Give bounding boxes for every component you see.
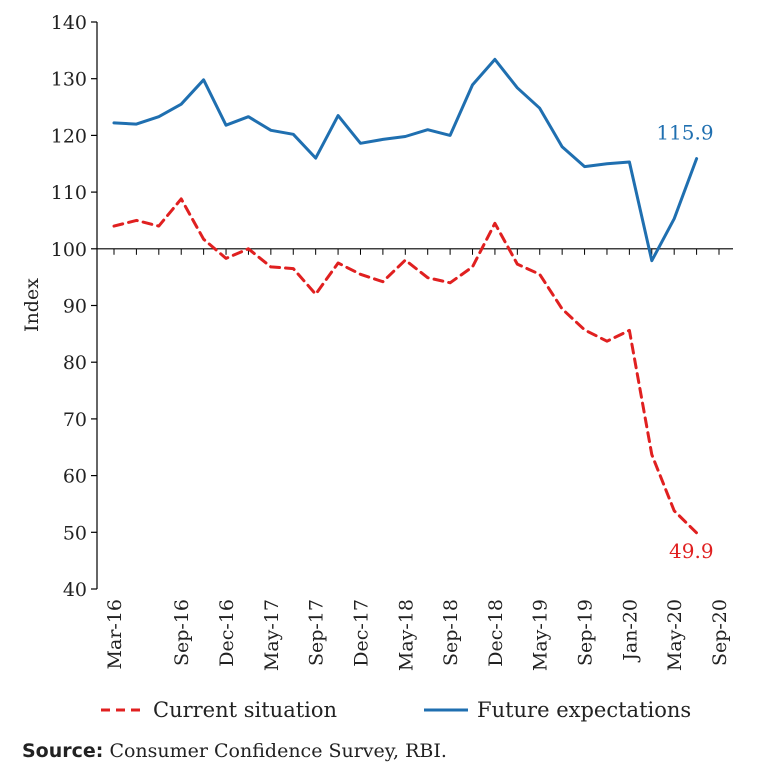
source-note: Source: Consumer Confidence Survey, RBI. bbox=[22, 740, 447, 762]
x-tick-label: Dec-16 bbox=[216, 599, 238, 667]
x-tick-label: Sep-19 bbox=[575, 599, 597, 666]
y-tick-label: 140 bbox=[51, 12, 87, 34]
y-tick-label: 70 bbox=[63, 409, 87, 431]
y-tick-label: 60 bbox=[63, 466, 87, 488]
x-tick-label: Sep-17 bbox=[306, 599, 328, 666]
x-tick-label: Dec-18 bbox=[485, 599, 507, 667]
y-tick-label: 120 bbox=[51, 125, 87, 147]
x-tick-label: Dec-17 bbox=[350, 599, 372, 667]
x-tick-label: May-20 bbox=[664, 599, 686, 671]
x-tick-label: Sep-16 bbox=[171, 599, 193, 666]
y-tick-label: 100 bbox=[51, 239, 87, 261]
legend-future-label: Future expectations bbox=[477, 698, 691, 722]
y-tick-label: 50 bbox=[63, 522, 87, 544]
x-tick-label: May-19 bbox=[530, 599, 552, 671]
legend-current-label: Current situation bbox=[153, 698, 337, 722]
annotations-layer: 115.9 49.9 bbox=[656, 121, 713, 563]
series-line-future-expectations bbox=[112, 57, 699, 263]
y-tick-label: 90 bbox=[63, 296, 87, 318]
source-label: Source: bbox=[22, 740, 104, 762]
x-tick-label: Jan-20 bbox=[619, 599, 641, 663]
x-axis: Mar-16 Sep-16 Dec-16 May-17 Sep-17 Dec-17 May-… bbox=[97, 248, 733, 671]
x-tick-label: May-18 bbox=[395, 599, 417, 671]
legend: Current situation Future expectations bbox=[101, 698, 691, 722]
y-tick-label: 80 bbox=[63, 352, 87, 374]
y-axis: 40 50 60 70 80 90 100 110 120 130 140 bbox=[51, 12, 98, 601]
end-value-label: 115.9 bbox=[656, 121, 713, 145]
x-tick-label: Sep-20 bbox=[709, 599, 731, 666]
series-line-current-situation bbox=[112, 197, 699, 535]
x-tick-label: Sep-18 bbox=[440, 599, 462, 666]
y-tick-label: 40 bbox=[63, 579, 87, 601]
x-tick-label: May-17 bbox=[261, 599, 283, 671]
x-tick-label: Mar-16 bbox=[104, 599, 126, 669]
series-layer bbox=[112, 57, 699, 535]
y-tick-label: 130 bbox=[51, 69, 87, 91]
source-text: Consumer Confidence Survey, RBI. bbox=[109, 740, 447, 762]
y-tick-label: 110 bbox=[51, 182, 87, 204]
y-axis-title: Index bbox=[21, 278, 43, 332]
end-value-label: 49.9 bbox=[669, 539, 714, 563]
